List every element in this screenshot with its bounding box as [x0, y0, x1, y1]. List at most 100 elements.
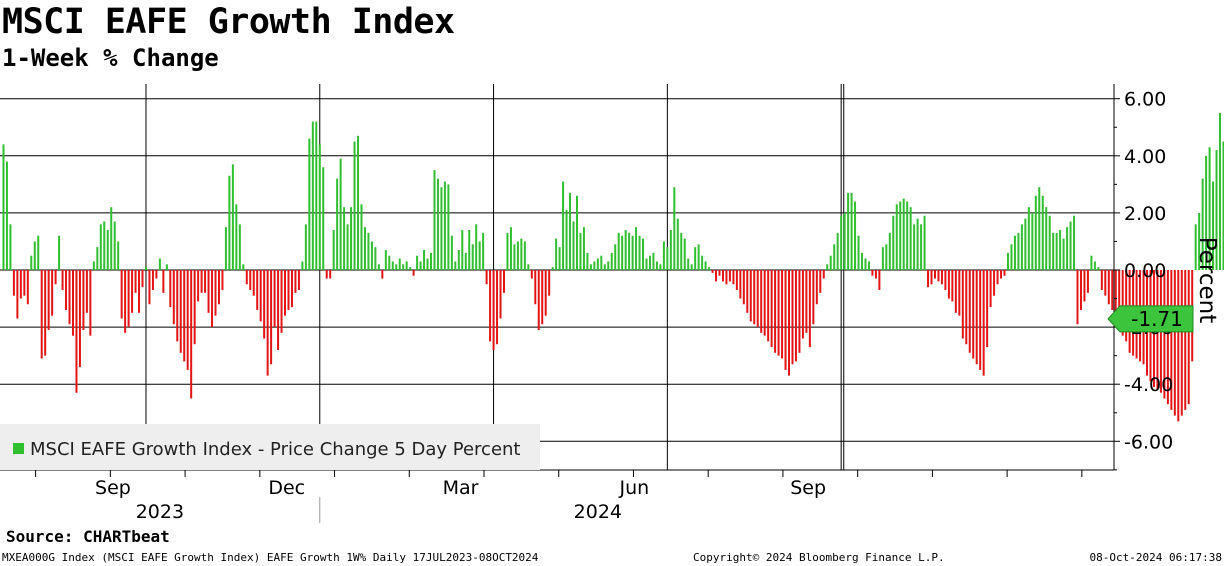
bar: [767, 270, 770, 342]
bar: [989, 270, 992, 308]
bar: [579, 232, 582, 270]
bar: [290, 270, 293, 308]
bar: [19, 270, 22, 299]
bar: [176, 270, 179, 342]
bar: [843, 212, 846, 270]
bar: [65, 270, 68, 310]
bar: [1052, 232, 1055, 270]
bar: [1013, 235, 1016, 270]
bar: [648, 255, 651, 270]
bar: [715, 270, 718, 282]
bar: [1215, 150, 1218, 270]
bar: [815, 270, 818, 305]
bar: [888, 232, 891, 270]
last-value-tag: [1107, 305, 1194, 333]
bar: [426, 258, 429, 270]
bar: [850, 192, 853, 270]
bar: [523, 241, 526, 270]
bar: [409, 267, 412, 270]
bar: [878, 270, 881, 290]
bar: [61, 270, 64, 290]
bar: [193, 270, 196, 345]
bar: [673, 187, 676, 270]
bar: [520, 238, 523, 270]
bar: [391, 261, 394, 270]
bar: [1166, 270, 1169, 405]
bar: [635, 227, 638, 270]
bar: [589, 264, 592, 270]
bar: [666, 247, 669, 270]
bar: [430, 252, 432, 270]
bar: [1194, 224, 1197, 270]
bar: [721, 270, 724, 282]
bar: [204, 270, 207, 293]
chart-title: MSCI EAFE Growth Index: [2, 2, 455, 42]
bar: [923, 215, 926, 270]
bar: [895, 204, 898, 270]
bar: [975, 270, 978, 365]
bar: [318, 144, 321, 270]
bar: [461, 230, 464, 270]
footer-ticker-info: MXEA000G Index (MSCI EAFE Growth Index) …: [2, 551, 539, 564]
bar: [899, 201, 902, 270]
bar: [798, 270, 801, 353]
bar: [701, 255, 704, 270]
bar: [297, 270, 300, 290]
bar: [1198, 212, 1201, 270]
bar: [541, 270, 544, 325]
bar: [753, 270, 756, 325]
bar: [186, 270, 189, 370]
bar: [986, 270, 989, 348]
bar: [1000, 270, 1003, 279]
bar: [1017, 232, 1020, 270]
y-tick-label: 2.00: [1124, 203, 1166, 225]
bar: [1180, 270, 1183, 416]
bar: [1118, 270, 1121, 325]
bar: [1010, 244, 1013, 270]
bar: [1205, 155, 1208, 270]
bar: [12, 270, 15, 296]
bar: [906, 201, 909, 270]
x-tick-label: Mar: [443, 477, 479, 499]
bar: [854, 201, 857, 270]
legend-background: [0, 424, 540, 470]
bar: [826, 264, 829, 270]
bar: [287, 270, 290, 310]
bar: [1187, 270, 1190, 405]
bar: [141, 270, 144, 288]
bar: [346, 224, 349, 270]
bar: [1093, 261, 1096, 270]
bar: [92, 261, 95, 270]
bar: [509, 227, 512, 270]
bar: [1100, 270, 1103, 290]
bar: [774, 270, 777, 353]
bar: [628, 232, 631, 270]
footer-copyright: Copyright© 2024 Bloomberg Finance L.P.: [693, 551, 945, 564]
bar: [586, 252, 589, 270]
bar: [1034, 195, 1037, 270]
bar: [1121, 270, 1124, 336]
bar: [85, 270, 88, 313]
bar: [1173, 270, 1176, 416]
bar: [183, 270, 186, 362]
bar: [972, 270, 975, 359]
bar: [127, 270, 130, 328]
bar: [857, 235, 860, 270]
bar: [266, 270, 269, 376]
bar: [464, 252, 467, 270]
bar: [339, 158, 342, 270]
bar: [913, 224, 916, 270]
bar: [322, 167, 325, 270]
bar: [1066, 227, 1069, 270]
bar: [221, 270, 224, 290]
bar: [836, 232, 839, 270]
bar: [565, 210, 568, 270]
x-tick-label: Dec: [268, 477, 305, 499]
bar: [117, 241, 120, 270]
bar: [1031, 212, 1034, 270]
bar: [1163, 270, 1166, 399]
bar: [134, 270, 137, 293]
bar: [242, 264, 245, 270]
bar: [249, 270, 252, 290]
bar: [965, 270, 968, 345]
